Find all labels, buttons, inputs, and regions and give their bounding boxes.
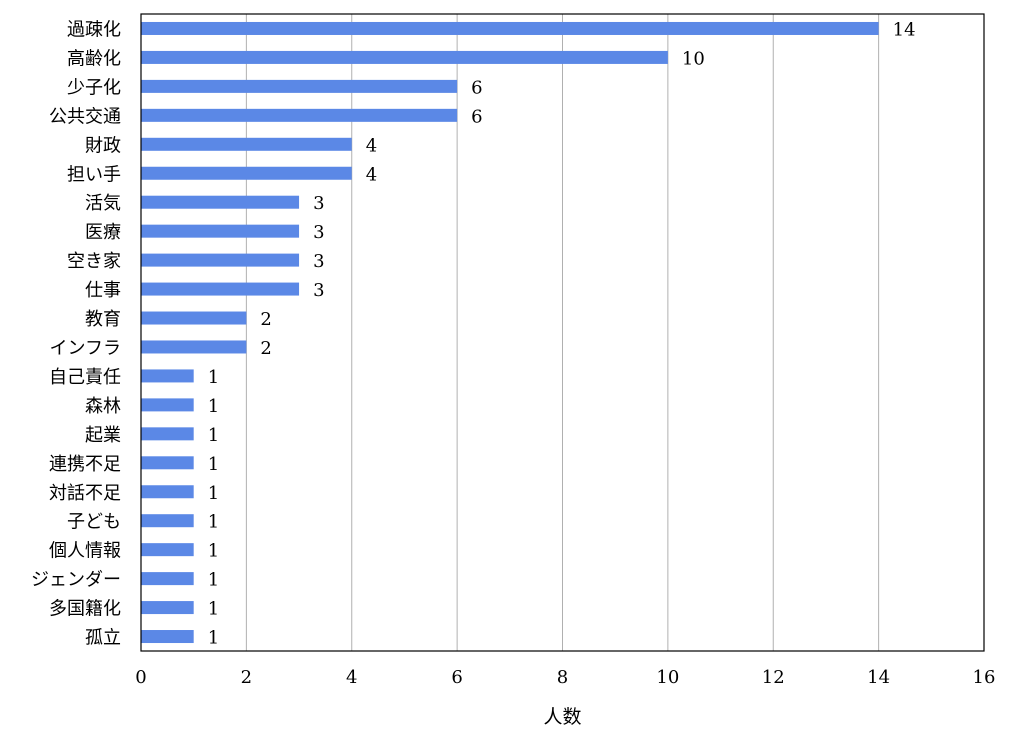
value-label: 14 bbox=[893, 19, 916, 40]
bar bbox=[141, 601, 194, 615]
bar bbox=[141, 282, 300, 296]
bar bbox=[141, 514, 194, 528]
value-label: 3 bbox=[313, 280, 324, 301]
category-label: 孤立 bbox=[85, 628, 121, 649]
value-label: 1 bbox=[208, 628, 219, 649]
category-label: 財政 bbox=[85, 135, 121, 156]
value-label: 3 bbox=[313, 193, 324, 214]
bar bbox=[141, 572, 194, 586]
x-tick-label: 2 bbox=[241, 667, 252, 688]
value-label: 1 bbox=[208, 512, 219, 533]
category-label: 過疎化 bbox=[67, 19, 121, 40]
bar bbox=[141, 166, 352, 180]
bar bbox=[141, 253, 300, 267]
bar bbox=[141, 108, 458, 122]
bar bbox=[141, 224, 300, 238]
x-tick-label: 0 bbox=[135, 667, 146, 688]
category-label: 起業 bbox=[85, 425, 121, 446]
x-tick-label: 4 bbox=[346, 667, 357, 688]
bar bbox=[141, 195, 300, 209]
category-label: 森林 bbox=[85, 396, 121, 417]
category-label: 公共交通 bbox=[49, 106, 121, 127]
category-label: 少子化 bbox=[67, 77, 121, 98]
value-label: 6 bbox=[471, 77, 482, 98]
x-tick-label: 12 bbox=[762, 667, 785, 688]
bar bbox=[141, 398, 194, 412]
bar bbox=[141, 485, 194, 499]
x-axis-title: 人数 bbox=[543, 706, 581, 728]
value-label: 10 bbox=[682, 48, 705, 69]
category-label: 医療 bbox=[85, 222, 121, 243]
category-label: 連携不足 bbox=[49, 454, 121, 475]
value-label: 1 bbox=[208, 454, 219, 475]
category-label: 対話不足 bbox=[49, 483, 121, 504]
bar bbox=[141, 137, 352, 151]
bar bbox=[141, 21, 879, 35]
x-tick-label: 6 bbox=[451, 667, 462, 688]
bar bbox=[141, 456, 194, 470]
category-label: 子ども bbox=[67, 512, 121, 533]
category-label: 教育 bbox=[85, 309, 121, 330]
value-label: 1 bbox=[208, 570, 219, 591]
value-label: 6 bbox=[471, 106, 482, 127]
category-label: 担い手 bbox=[67, 164, 121, 185]
x-tick-label: 16 bbox=[973, 667, 996, 688]
category-label: 仕事 bbox=[85, 280, 121, 301]
value-label: 4 bbox=[366, 164, 377, 185]
category-label: 空き家 bbox=[67, 251, 121, 272]
value-labels: 14 10 6 6 4 4 3 3 3 3 2 2 1 1 1 1 1 1 1 1 1 1 bbox=[208, 19, 916, 648]
x-tick-labels: 0 2 4 6 8 10 12 14 16 bbox=[135, 667, 995, 688]
bar bbox=[141, 543, 194, 557]
plot-frame bbox=[140, 13, 985, 652]
bar bbox=[141, 79, 458, 93]
category-label: 活気 bbox=[85, 193, 121, 214]
x-tick-label: 8 bbox=[557, 667, 568, 688]
value-label: 1 bbox=[208, 541, 219, 562]
bar bbox=[141, 50, 668, 64]
bar bbox=[141, 340, 247, 354]
value-label: 3 bbox=[313, 251, 324, 272]
value-label: 1 bbox=[208, 425, 219, 446]
value-label: 1 bbox=[208, 396, 219, 417]
value-label: 3 bbox=[313, 222, 324, 243]
category-label: 自己責任 bbox=[49, 367, 121, 388]
value-label: 1 bbox=[208, 483, 219, 504]
value-label: 1 bbox=[208, 599, 219, 620]
bar bbox=[141, 311, 247, 325]
category-label: 個人情報 bbox=[49, 541, 121, 562]
bar bbox=[141, 427, 194, 441]
category-label: 多国籍化 bbox=[49, 599, 121, 620]
category-labels: 過疎化高齢化少子化公共交通財政担い手活気医療空き家仕事教育インフラ自己責任森林起… bbox=[31, 19, 121, 648]
value-label: 4 bbox=[366, 135, 377, 156]
value-label: 2 bbox=[260, 338, 271, 359]
x-tick-label: 10 bbox=[656, 667, 679, 688]
x-tick-label: 14 bbox=[867, 667, 890, 688]
bar bbox=[141, 630, 194, 644]
category-label: インフラ bbox=[50, 338, 121, 359]
bar bbox=[141, 369, 194, 383]
bars bbox=[141, 21, 879, 644]
value-label: 1 bbox=[208, 367, 219, 388]
value-label: 2 bbox=[260, 309, 271, 330]
category-label: ジェンダー bbox=[31, 570, 121, 591]
category-label: 高齢化 bbox=[67, 48, 121, 69]
